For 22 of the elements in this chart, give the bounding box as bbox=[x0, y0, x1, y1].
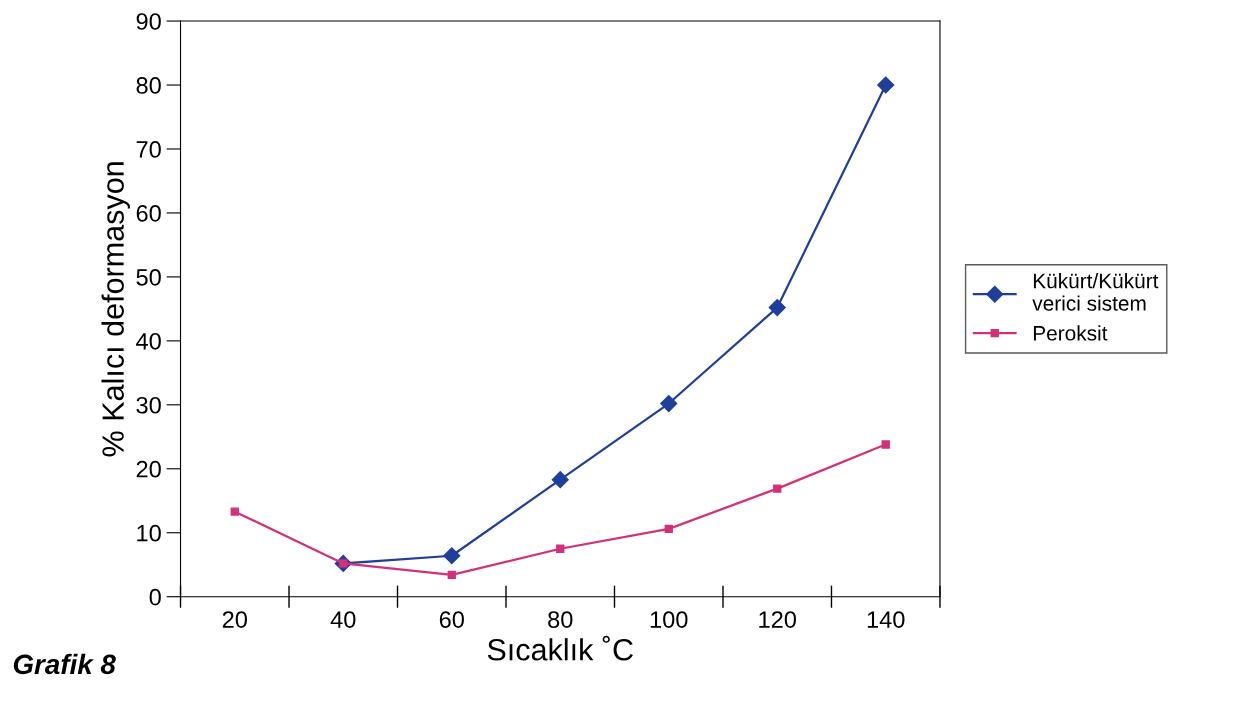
legend-label: Peroksit bbox=[1033, 325, 1108, 341]
x-axis-title: Sıcaklık ˚C bbox=[487, 635, 633, 661]
y-tick-label: 20 bbox=[136, 460, 161, 478]
y-tick-label: 80 bbox=[136, 77, 161, 94]
text: Grafik 8 bbox=[13, 653, 116, 675]
y-tick-label: 70 bbox=[136, 141, 161, 158]
y-tick-label: 60 bbox=[136, 205, 161, 222]
x-tick-label: 40 bbox=[330, 611, 356, 628]
y-tick-label: 10 bbox=[137, 524, 161, 542]
y-tick-label: 90 bbox=[136, 13, 161, 30]
y-tick-label: 0 bbox=[149, 588, 161, 606]
legend-label: Kükürt/Kükürt verici sistem bbox=[1032, 273, 1159, 311]
x-tick-label: 80 bbox=[548, 611, 573, 628]
x-tick-label: 100 bbox=[650, 611, 688, 628]
x-tick-label: 60 bbox=[439, 611, 464, 628]
y-tick-label: 50 bbox=[136, 268, 161, 286]
x-tick-label: 120 bbox=[759, 611, 797, 628]
x-tick-label: 140 bbox=[867, 611, 905, 628]
x-tick-label: 20 bbox=[222, 611, 247, 628]
y-tick-label: 40 bbox=[136, 332, 161, 350]
y-tick-label: 30 bbox=[136, 396, 161, 414]
y-axis-title: % Kalıcı deformasyon bbox=[101, 162, 130, 457]
